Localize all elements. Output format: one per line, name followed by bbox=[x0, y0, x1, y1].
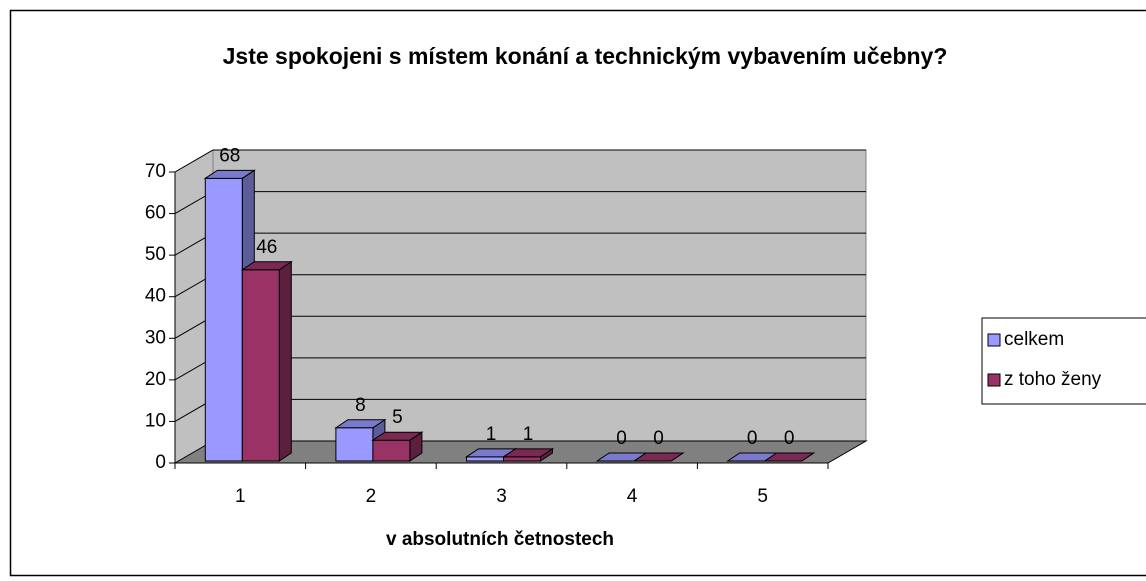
data-label: 46 bbox=[256, 237, 277, 258]
data-label: 8 bbox=[355, 395, 366, 416]
legend-swatch bbox=[987, 373, 1001, 387]
y-tick-label: 70 bbox=[145, 161, 166, 182]
grid-line bbox=[174, 149, 866, 173]
data-label: 0 bbox=[653, 428, 664, 449]
back-wall bbox=[212, 149, 867, 442]
y-tick-label: 50 bbox=[145, 244, 166, 265]
x-axis-title: v absolutních četnostech bbox=[386, 529, 614, 550]
bar bbox=[204, 177, 243, 462]
data-label: 68 bbox=[219, 145, 240, 166]
x-tick-label: 2 bbox=[366, 486, 377, 507]
bar bbox=[335, 427, 374, 462]
bar-top bbox=[334, 419, 387, 429]
bar-top bbox=[203, 169, 256, 179]
y-tick-label: 30 bbox=[145, 327, 166, 348]
data-label: 1 bbox=[523, 424, 534, 445]
bar-side bbox=[278, 260, 292, 462]
y-tick-label: 20 bbox=[145, 369, 166, 390]
bar-top bbox=[632, 452, 685, 462]
y-tick-label: 10 bbox=[145, 410, 166, 431]
bar-top bbox=[763, 452, 816, 462]
bar bbox=[503, 456, 541, 462]
bar bbox=[241, 269, 280, 462]
data-label: 0 bbox=[616, 428, 627, 449]
x-tick-label: 3 bbox=[496, 486, 507, 507]
data-label: 0 bbox=[747, 428, 758, 449]
legend-label: z toho ženy bbox=[1004, 369, 1102, 390]
data-label: 5 bbox=[392, 407, 403, 428]
y-tick-label: 0 bbox=[155, 452, 166, 473]
legend-swatch bbox=[987, 333, 1001, 347]
legend-box bbox=[981, 317, 1146, 405]
bar bbox=[372, 439, 411, 462]
legend-label: celkem bbox=[1004, 329, 1064, 350]
data-label: 0 bbox=[784, 428, 795, 449]
bar-top bbox=[240, 261, 293, 271]
x-tick-label: 4 bbox=[627, 486, 638, 507]
y-tick-label: 60 bbox=[145, 203, 166, 224]
bar-top bbox=[501, 448, 555, 458]
data-label: 1 bbox=[486, 424, 497, 445]
bar bbox=[466, 456, 504, 462]
y-tick-label: 40 bbox=[145, 286, 166, 307]
chart-title: Jste spokojeni s místem konání a technic… bbox=[222, 43, 948, 69]
x-tick-label: 1 bbox=[235, 486, 246, 507]
bar-top bbox=[371, 431, 424, 441]
x-tick-label: 5 bbox=[757, 486, 768, 507]
